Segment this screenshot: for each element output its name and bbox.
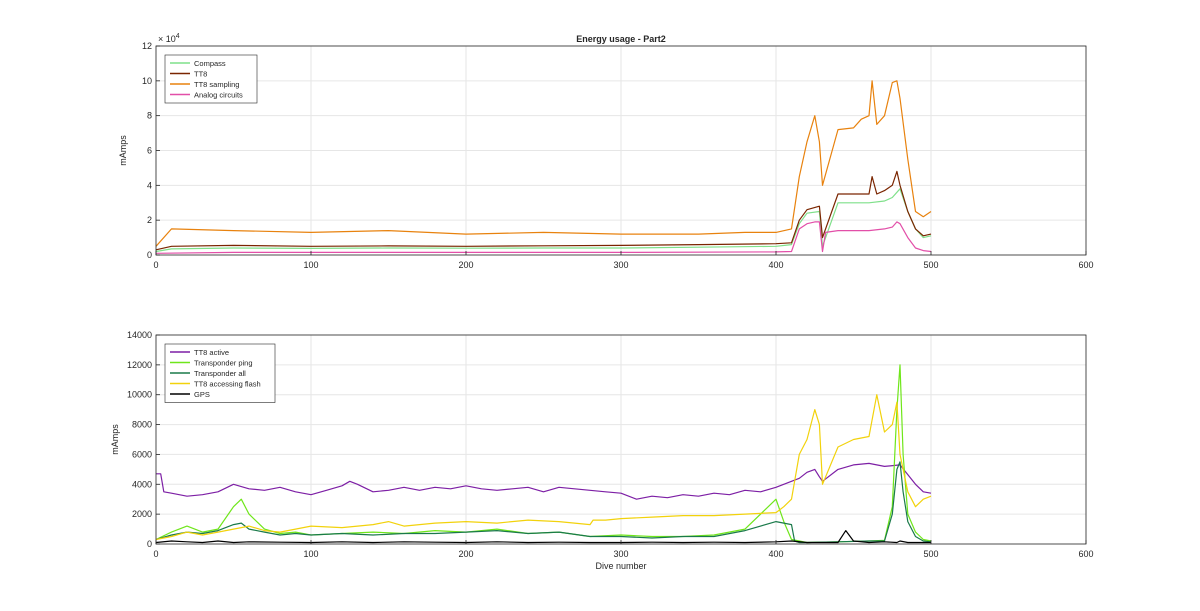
y-axis-label: mAmps	[118, 135, 128, 166]
y-tick-label: 12	[142, 41, 152, 51]
exponent-base: × 10	[158, 34, 176, 44]
y-tick-label: 8	[147, 111, 152, 121]
y-tick-label: 0	[147, 250, 152, 260]
x-tick-label: 300	[613, 549, 628, 559]
y-tick-label: 6	[147, 146, 152, 156]
y-tick-label: 14000	[127, 330, 152, 340]
x-tick-label: 100	[303, 549, 318, 559]
y-tick-label: 6000	[132, 449, 152, 459]
series-line-compass	[155, 188, 932, 253]
x-tick-label: 400	[768, 549, 783, 559]
x-tick-label: 200	[458, 260, 473, 270]
bottom-axes: 0 100 200 300 400 500 600020004000600080001000…	[110, 330, 1094, 571]
legend-label: Transponder all	[194, 369, 246, 378]
chart-title: Energy usage - Part2	[576, 34, 666, 44]
series-line-transponder-ping	[155, 364, 932, 544]
series-line-transponder-all	[155, 461, 932, 544]
y-tick-label: 4000	[132, 479, 152, 489]
y-tick-label: 10	[142, 76, 152, 86]
legend-label: TT8 accessing flash	[194, 380, 261, 389]
legend-label: Transponder ping	[194, 359, 253, 368]
x-tick-label: 100	[303, 260, 318, 270]
y-tick-label: 2000	[132, 509, 152, 519]
x-tick-label: 0	[153, 549, 158, 559]
legend-label: Analog circuits	[194, 91, 243, 100]
x-tick-label: 200	[458, 549, 473, 559]
y-tick-label: 12000	[127, 360, 152, 370]
legend-label: GPS	[194, 390, 210, 399]
x-tick-label: 500	[923, 260, 938, 270]
exponent-power: 4	[176, 33, 180, 40]
y-tick-label: 4	[147, 180, 152, 190]
x-tick-label: 500	[923, 549, 938, 559]
y-tick-label: 8000	[132, 420, 152, 430]
series-line-tt8	[155, 170, 932, 251]
x-tick-label: 600	[1078, 260, 1093, 270]
series-line-gps	[155, 529, 931, 544]
y-tick-label: 2	[147, 215, 152, 225]
x-tick-label: 0	[153, 260, 158, 270]
y-tick-label: 10000	[127, 390, 152, 400]
legend-label: TT8 sampling	[194, 80, 239, 89]
series-line-tt8-sampling	[155, 80, 932, 247]
legend-label: TT8	[194, 70, 207, 79]
series-line-tt8-accessing-flash	[155, 394, 932, 541]
y-axis-label: mAmps	[110, 424, 120, 455]
x-axis-label: Dive number	[595, 561, 646, 571]
series-line-tt8-active	[156, 462, 932, 500]
x-tick-label: 400	[768, 260, 783, 270]
series-line-analog-circuits	[155, 221, 932, 254]
legend-label: Compass	[194, 59, 226, 68]
exponent-label: × 104	[158, 33, 180, 44]
x-tick-label: 300	[613, 260, 628, 270]
x-tick-label: 600	[1078, 549, 1093, 559]
y-tick-label: 0	[147, 539, 152, 549]
legend-label: TT8 active	[194, 348, 229, 357]
